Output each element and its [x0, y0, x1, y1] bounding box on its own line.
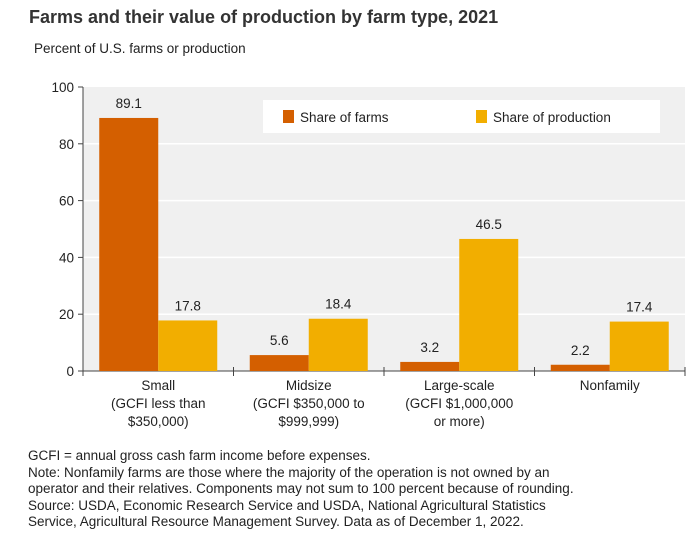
- y-tick-label: 80: [59, 137, 74, 152]
- x-tick-label: $999,999): [278, 414, 339, 429]
- chart-notes: GCFI = annual gross cash farm income bef…: [28, 448, 574, 531]
- data-label: 3.2: [420, 340, 439, 355]
- y-tick-label: 60: [59, 194, 74, 209]
- note-line: Service, Agricultural Resource Managemen…: [28, 514, 524, 529]
- data-label: 18.4: [325, 297, 352, 312]
- legend-label: Share of production: [493, 110, 611, 125]
- note-line: Source: USDA, Economic Research Service …: [28, 497, 546, 513]
- data-label: 17.8: [175, 298, 201, 313]
- data-label: 89.1: [116, 96, 142, 111]
- data-label: 5.6: [270, 333, 289, 348]
- x-tick-label: (GCFI $350,000 to: [253, 396, 365, 411]
- note-line: operator and their relatives. Components…: [28, 481, 574, 496]
- y-axis-label: Percent of U.S. farms or production: [34, 41, 246, 56]
- bar-production: [308, 318, 368, 371]
- bar-farms: [400, 361, 460, 371]
- x-tick-label: Small: [141, 378, 175, 393]
- legend-box: [263, 100, 660, 133]
- x-tick-label: (GCFI $1,000,000: [405, 396, 513, 411]
- data-label: 17.4: [626, 300, 653, 315]
- bar-production: [459, 238, 519, 371]
- chart-title: Farms and their value of production by f…: [29, 7, 499, 27]
- x-tick-label: $350,000): [128, 414, 189, 429]
- x-tick-label: (GCFI less than: [111, 396, 206, 411]
- bar-production: [609, 321, 669, 371]
- bar-production: [158, 320, 218, 371]
- y-tick-label: 20: [59, 307, 74, 322]
- x-tick-label: Large-scale: [424, 378, 495, 393]
- data-label: 2.2: [571, 343, 590, 358]
- bar-farms: [99, 117, 159, 372]
- data-label: 46.5: [476, 217, 502, 232]
- y-tick-label: 100: [51, 80, 74, 95]
- bar-farms: [550, 364, 610, 371]
- legend-swatch: [476, 110, 487, 123]
- note-line: Note: Nonfamily farms are those where th…: [28, 464, 550, 480]
- bar-farms: [249, 355, 309, 371]
- x-tick-label: Nonfamily: [580, 378, 640, 393]
- note-line: GCFI = annual gross cash farm income bef…: [28, 448, 371, 463]
- y-tick-label: 0: [66, 364, 74, 379]
- x-tick-label: or more): [434, 414, 485, 429]
- legend-swatch: [283, 110, 294, 123]
- y-tick-label: 40: [59, 250, 74, 265]
- legend-label: Share of farms: [300, 110, 389, 125]
- x-tick-label: Midsize: [286, 378, 332, 393]
